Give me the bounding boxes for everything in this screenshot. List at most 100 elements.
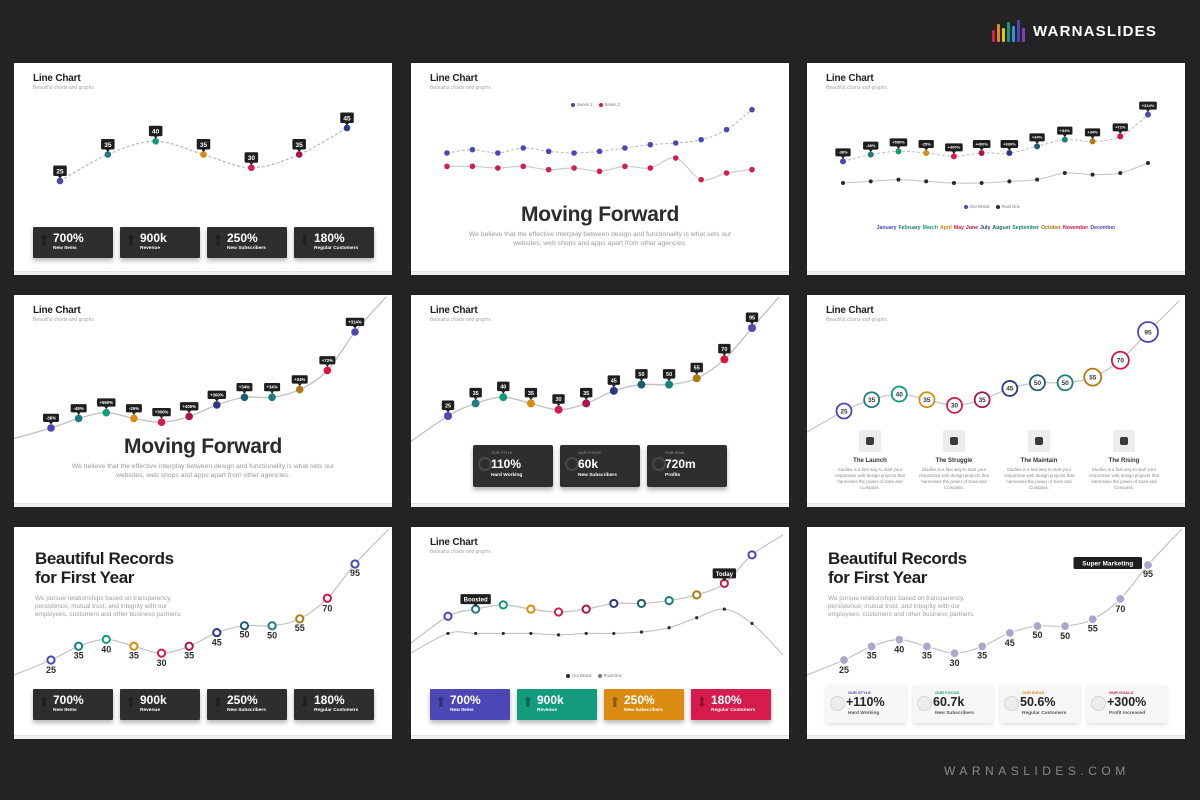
heading-line: for First Year bbox=[828, 568, 927, 587]
data-point bbox=[1089, 138, 1096, 145]
data-point bbox=[720, 355, 729, 364]
data-point bbox=[240, 393, 249, 402]
data-label: 35 bbox=[104, 142, 112, 149]
slide-subtitle: Beautiful charts and graphs bbox=[430, 85, 491, 91]
data-label: -25% bbox=[922, 141, 932, 146]
data-point bbox=[267, 621, 277, 631]
data-point bbox=[596, 168, 603, 175]
stat-label: New Subscribers bbox=[624, 708, 663, 713]
stat-label: Hard Working bbox=[848, 711, 880, 716]
data-point bbox=[184, 641, 194, 651]
data-point bbox=[609, 386, 618, 395]
stat-card: ⬆ 250% New Subscribers bbox=[207, 227, 287, 258]
data-point bbox=[1062, 171, 1067, 175]
stat-card: OUR FOCUS 60k New Subscribers bbox=[560, 445, 640, 487]
data-point bbox=[622, 145, 628, 151]
data-point bbox=[692, 374, 701, 383]
stat-card: ⬆ 900k Revenue bbox=[120, 227, 200, 258]
data-label: +300% bbox=[210, 392, 224, 397]
data-label: 55 bbox=[1088, 623, 1098, 633]
stat-label: Revenue bbox=[537, 708, 557, 713]
stat-label: New Subscribers bbox=[578, 473, 617, 478]
slide-thumbnail[interactable]: 25 35 40 35 30 35 45 Line Chart Beautiful char… bbox=[14, 63, 392, 275]
desc-line: We believe that the effective interplay … bbox=[71, 463, 335, 470]
stat-label: Regular Customers bbox=[711, 708, 756, 713]
data-point bbox=[722, 607, 726, 611]
stat-value: 250% bbox=[624, 693, 655, 707]
data-point bbox=[923, 150, 930, 156]
data-point bbox=[554, 405, 563, 414]
data-label: 25 bbox=[840, 408, 848, 415]
data-label-pointer bbox=[639, 378, 644, 382]
data-label: 50 bbox=[239, 630, 249, 640]
data-point bbox=[636, 598, 647, 609]
data-label-bg bbox=[1084, 128, 1101, 137]
slide-footer-bar bbox=[411, 271, 789, 275]
month-label: June bbox=[965, 225, 978, 231]
data-label-pointer bbox=[1007, 148, 1012, 151]
data-label-bg bbox=[345, 317, 365, 326]
stat-label: New Items bbox=[450, 708, 474, 713]
arrow-up-icon: ⬆ bbox=[212, 694, 224, 710]
slide-thumbnail[interactable]: Line Chart Beautiful charts and graphs S… bbox=[411, 63, 789, 275]
data-label: +34% bbox=[1087, 130, 1098, 135]
slide-thumbnail[interactable]: 25 35 40 35 30 35 45 50 50 55 70 95 Line Chart Beau… bbox=[807, 295, 1185, 507]
launch-icon bbox=[859, 430, 881, 452]
data-label-pointer bbox=[1062, 134, 1067, 138]
data-label: 70 bbox=[721, 347, 727, 353]
data-label: Today bbox=[716, 572, 734, 578]
data-label: +34% bbox=[294, 377, 305, 382]
focus-icon bbox=[917, 696, 932, 711]
slide-subtitle: Beautiful charts and graphs bbox=[826, 85, 887, 91]
slide-thumbnail[interactable]: 25 35 40 35 30 35 45 50 50 55 70 95 Beautiful Recor… bbox=[14, 527, 392, 739]
feature-desc: Studies is a fast way to start your resp… bbox=[835, 467, 905, 490]
slide-thumbnail[interactable]: 25 35 40 35 30 35 45 50 50 55 70 95 Super Marketing … bbox=[807, 527, 1185, 739]
data-label-pointer bbox=[896, 146, 901, 149]
data-point bbox=[895, 148, 902, 155]
data-point bbox=[474, 631, 478, 636]
data-point bbox=[157, 418, 166, 427]
data-point bbox=[295, 151, 303, 158]
slide-title: Line Chart bbox=[430, 73, 478, 84]
data-label-bg bbox=[244, 152, 259, 163]
slide-thumbnail[interactable]: Boosted Today Line Chart Beautiful charts… bbox=[411, 527, 789, 739]
data-point bbox=[74, 414, 83, 423]
data-point bbox=[156, 648, 167, 658]
data-point bbox=[667, 626, 671, 630]
data-point bbox=[581, 604, 591, 614]
data-point bbox=[692, 590, 702, 600]
data-point bbox=[471, 399, 480, 408]
data-label: +72% bbox=[1115, 125, 1126, 130]
data-point bbox=[698, 176, 704, 183]
slide-subtitle: Beautiful charts and graphs bbox=[33, 85, 94, 91]
data-label-pointer bbox=[528, 397, 533, 400]
stat-label: New Items bbox=[53, 708, 77, 713]
data-point bbox=[609, 598, 619, 609]
data-label: 70 bbox=[322, 603, 332, 613]
data-label-bg bbox=[835, 148, 851, 157]
chart-legend: Our Brand Rival One bbox=[561, 673, 622, 678]
data-point bbox=[647, 141, 654, 148]
data-label: 55 bbox=[1089, 374, 1097, 381]
stat-value: 180% bbox=[711, 693, 742, 707]
stat-card: OUR STYLE +110% Hard Working bbox=[826, 685, 906, 723]
data-label-pointer bbox=[446, 410, 450, 413]
slide-thumbnail[interactable]: 25 35 40 35 30 35 45 50 50 55 70 95 Line Chart Beau… bbox=[411, 295, 789, 507]
data-point bbox=[695, 616, 699, 620]
data-point bbox=[239, 621, 250, 631]
data-point bbox=[1056, 374, 1074, 392]
slide-thumbnail[interactable]: -38% -48% +550% -25% +300% +400% +300% +34% +34%… bbox=[14, 295, 392, 507]
stat-value: 900k bbox=[140, 231, 167, 245]
data-label-bg bbox=[340, 112, 354, 123]
stat-card: ⬆ 700% New Items bbox=[33, 227, 113, 258]
feature-item: The Rising Studies is a fast way to star… bbox=[1088, 430, 1160, 491]
data-label: +300% bbox=[155, 410, 169, 415]
slide-thumbnail[interactable]: -38% -48% +550% -25% +300% +400% +390% +34% +34%… bbox=[807, 63, 1185, 275]
stat-value: 180% bbox=[314, 231, 345, 245]
stat-value: 60.7k bbox=[933, 695, 965, 709]
data-point bbox=[1142, 559, 1154, 571]
arrow-up-icon: ⬆ bbox=[609, 694, 621, 710]
data-point bbox=[571, 150, 577, 156]
data-label: -38% bbox=[838, 150, 848, 155]
data-point bbox=[1007, 179, 1012, 184]
